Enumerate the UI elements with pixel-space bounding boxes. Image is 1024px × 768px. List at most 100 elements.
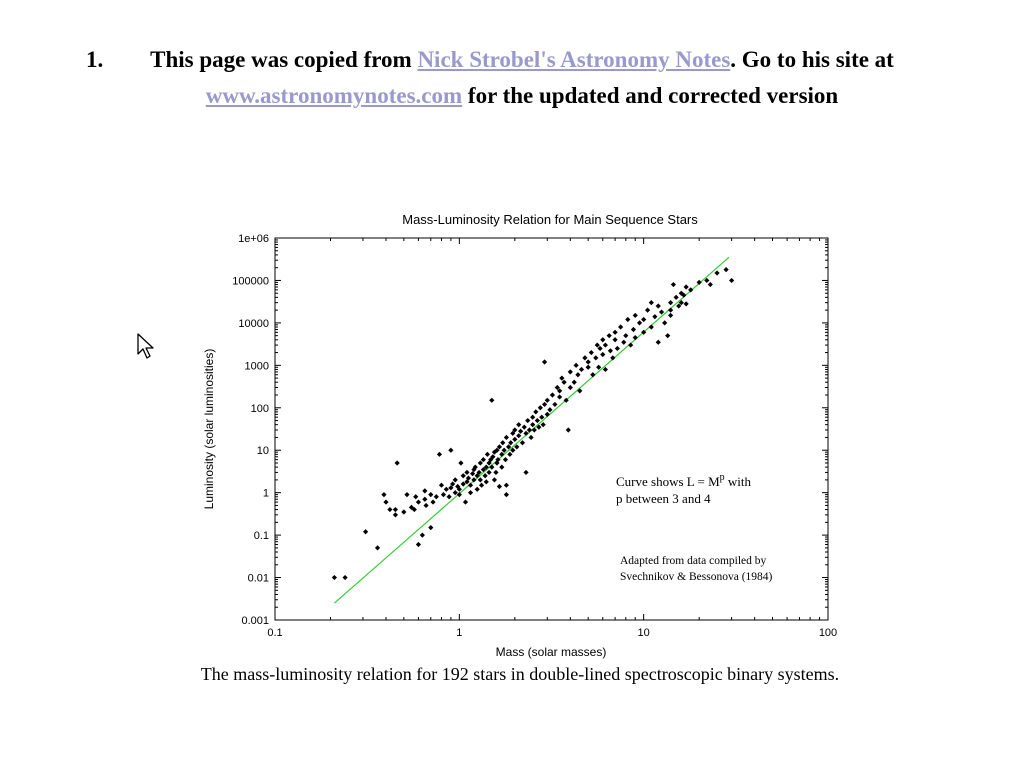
- data-point: [430, 499, 436, 505]
- data-point: [503, 482, 509, 488]
- annotation-curve-main: Curve shows L = M: [616, 474, 720, 489]
- note-text: This page was copied from Nick Strobel's…: [82, 42, 932, 114]
- data-point: [544, 397, 550, 403]
- y-axis-label: Luminosity (solar luminosities): [202, 349, 216, 510]
- data-point: [559, 375, 565, 381]
- data-point: [575, 372, 581, 378]
- x-axis-label: Mass (solar masses): [496, 645, 607, 659]
- data-point: [483, 479, 489, 485]
- data-point: [525, 417, 531, 424]
- data-point: [662, 320, 668, 326]
- data-point: [415, 499, 422, 505]
- data-point: [571, 379, 577, 385]
- data-point: [528, 434, 534, 441]
- astronomy-notes-link[interactable]: Nick Strobel's Astronomy Notes: [417, 47, 731, 72]
- data-point: [641, 316, 647, 323]
- data-point: [597, 345, 603, 352]
- annotation-curve-sup: p: [720, 472, 725, 483]
- figure-caption: The mass-luminosity relation for 192 sta…: [200, 664, 840, 684]
- data-point: [655, 339, 661, 345]
- y-tick-label: 1000: [245, 360, 269, 372]
- data-point: [636, 320, 643, 326]
- data-point: [540, 422, 546, 428]
- data-point: [465, 475, 472, 481]
- data-point: [600, 337, 606, 343]
- data-point: [593, 355, 599, 361]
- annotation-curve-tail: with: [725, 474, 752, 489]
- data-point: [508, 440, 514, 446]
- y-tick-label: 10: [257, 445, 269, 457]
- data-point: [547, 407, 553, 413]
- y-tick-labels: 0.001 0.01 0.1 1 10 100 1000 10000 100000 1e+06: [232, 233, 269, 627]
- data-point: [539, 414, 545, 420]
- data-point: [500, 440, 506, 446]
- data-point: [537, 405, 543, 411]
- data-point: [531, 427, 537, 433]
- data-point: [534, 417, 540, 424]
- data-point: [683, 284, 689, 290]
- data-point: [668, 307, 674, 313]
- x-tick-label: 10: [638, 627, 650, 639]
- data-point: [652, 314, 658, 320]
- data-point: [436, 451, 443, 457]
- data-point: [678, 290, 684, 296]
- data-point: [618, 324, 624, 330]
- y-tick-label: 10000: [238, 318, 269, 330]
- data-point: [665, 333, 671, 339]
- data-point: [469, 471, 476, 477]
- data-point: [623, 333, 629, 339]
- data-point: [641, 329, 647, 335]
- data-point: [502, 457, 509, 463]
- data-point: [602, 342, 608, 348]
- data-point: [632, 335, 638, 341]
- data-point: [530, 414, 536, 420]
- data-point: [491, 477, 498, 483]
- data-point: [482, 473, 488, 479]
- data-point: [588, 349, 594, 356]
- data-point: [331, 574, 337, 581]
- data-point: [462, 499, 469, 505]
- data-point: [578, 366, 585, 373]
- data-point: [596, 364, 602, 370]
- x-tick-labels: 0.1 1 10 100: [267, 627, 837, 639]
- data-point: [478, 482, 485, 488]
- data-point: [526, 427, 533, 433]
- data-point: [610, 355, 616, 361]
- data-point: [460, 473, 466, 479]
- data-point: [458, 460, 464, 466]
- data-point: [483, 464, 489, 470]
- pointer-arrow-icon: [137, 333, 154, 359]
- data-point: [404, 492, 410, 498]
- note-text-part3: for the updated and corrected version: [462, 83, 839, 108]
- data-point: [428, 525, 434, 531]
- data-point: [342, 574, 348, 581]
- note-text-part2: . Go to his site at: [730, 47, 894, 72]
- data-point: [401, 509, 407, 515]
- data-point: [464, 469, 470, 476]
- data-point: [585, 364, 591, 370]
- data-point: [607, 348, 614, 354]
- data-point: [585, 359, 591, 365]
- x-tick-label: 0.1: [267, 627, 282, 639]
- y-tick-label: 0.001: [241, 615, 269, 627]
- note-text-part1: This page was copied from: [150, 47, 418, 72]
- data-point: [614, 345, 620, 352]
- mass-luminosity-chart: Mass-Luminosity Relation for Main Sequen…: [202, 212, 837, 659]
- data-point: [518, 428, 524, 434]
- data-point: [422, 496, 428, 502]
- data-point: [510, 447, 516, 453]
- axis-ticks: [274, 237, 829, 621]
- data-point: [541, 359, 548, 365]
- data-point: [503, 492, 509, 498]
- data-point: [723, 267, 729, 273]
- data-point: [446, 494, 452, 500]
- data-point: [729, 277, 735, 284]
- data-point: [489, 397, 495, 403]
- data-point: [714, 270, 720, 276]
- data-point: [512, 427, 518, 433]
- data-point: [448, 485, 454, 491]
- astronomynotes-url-link[interactable]: www.astronomynotes.com: [205, 83, 463, 108]
- data-point: [452, 477, 458, 483]
- data-point: [419, 532, 425, 538]
- data-point: [471, 477, 477, 483]
